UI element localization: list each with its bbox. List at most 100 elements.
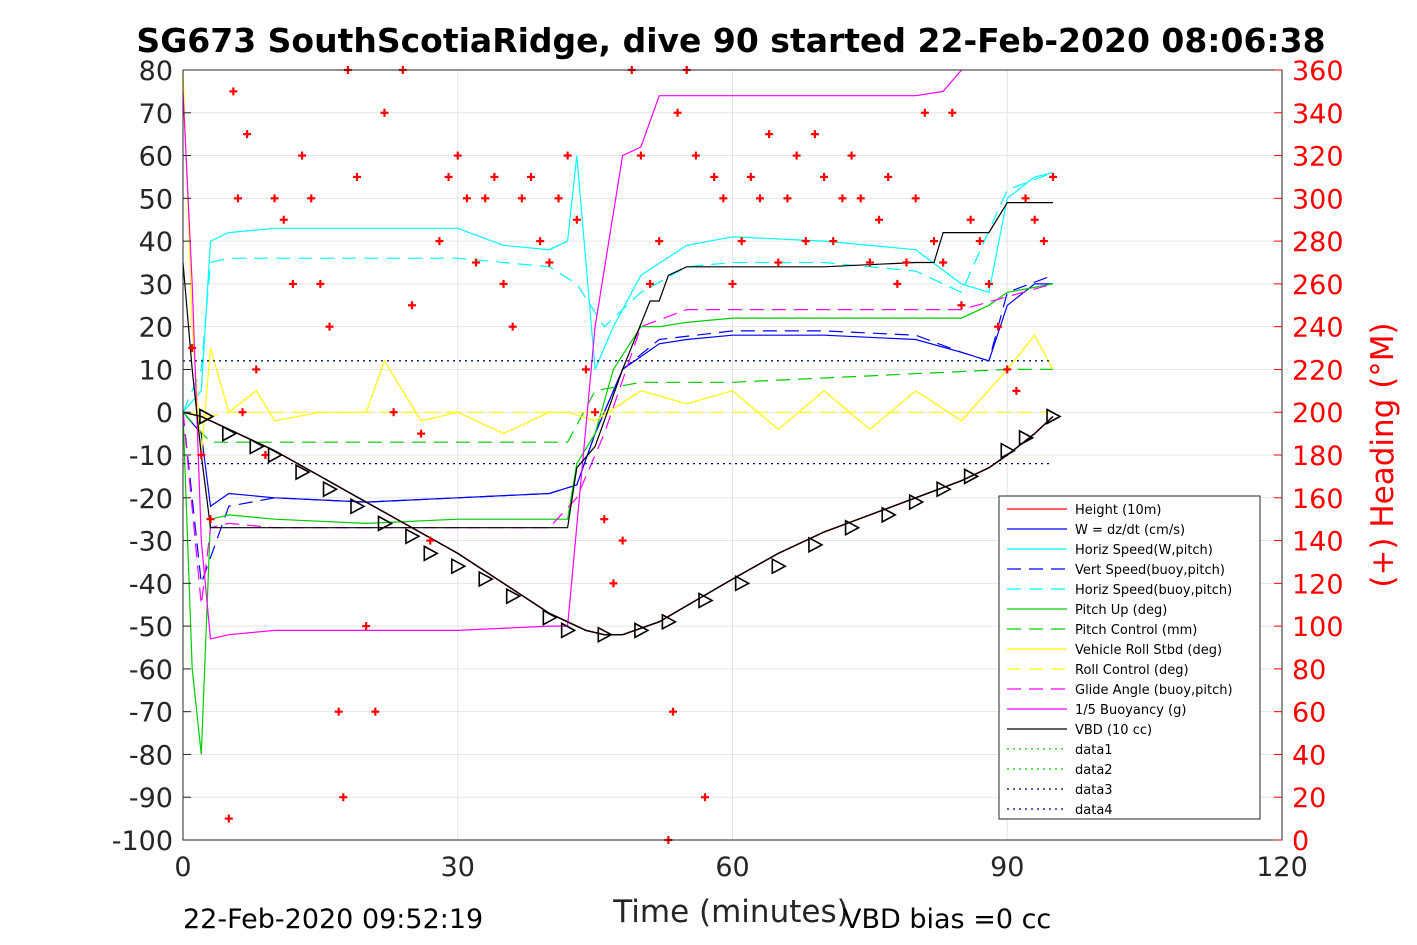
depth-marker — [844, 519, 861, 537]
footer-timestamp: 22-Feb-2020 09:52:19 — [183, 904, 483, 935]
heading-marker — [238, 408, 247, 417]
heading-marker — [865, 258, 874, 267]
depth-marker — [1046, 408, 1062, 425]
legend-label: Roll Control (deg) — [1075, 663, 1189, 678]
heading-marker — [755, 194, 764, 203]
heading-marker — [279, 215, 288, 224]
heading-marker — [572, 215, 581, 224]
heading-marker — [673, 108, 682, 117]
heading-marker — [856, 194, 865, 203]
y-tick-label: -50 — [129, 612, 173, 643]
heading-marker — [929, 237, 938, 246]
heading-marker — [462, 194, 471, 203]
y-tick-label: 60 — [139, 142, 173, 173]
footer-vbd-bias: VBD bias =0 cc — [843, 904, 1051, 935]
heading-marker — [774, 258, 783, 267]
heading-marker — [783, 194, 792, 203]
y-tick-label: -40 — [129, 569, 173, 600]
heading-marker — [206, 515, 215, 524]
heading-marker — [453, 151, 462, 160]
heading-marker — [334, 707, 343, 716]
heading-marker — [1039, 237, 1048, 246]
depth-marker — [221, 425, 238, 442]
heading-marker — [1003, 365, 1012, 374]
depth-marker — [249, 438, 265, 455]
depth-marker — [661, 613, 678, 631]
heading-marker — [646, 279, 655, 288]
legend-label: W = dz/dt (cm/s) — [1075, 523, 1185, 538]
heading-marker — [847, 151, 856, 160]
heading-marker — [426, 536, 435, 545]
heading-marker — [545, 258, 554, 267]
y2-tick-label: 320 — [1292, 142, 1344, 173]
heading-marker — [618, 536, 627, 545]
heading-marker — [499, 279, 508, 288]
depth-marker — [597, 626, 613, 644]
heading-marker — [792, 151, 801, 160]
heading-marker — [389, 408, 398, 417]
legend-label: Pitch Control (mm) — [1075, 623, 1197, 638]
legend-label: Height (10m) — [1075, 503, 1161, 518]
y-tick-label: -10 — [129, 441, 173, 472]
heading-marker — [380, 108, 389, 117]
heading-marker — [975, 237, 984, 246]
heading-marker — [710, 172, 719, 181]
heading-marker — [984, 279, 993, 288]
depth-marker — [771, 557, 787, 575]
heading-marker — [472, 258, 481, 267]
series-line — [182, 283, 1054, 755]
heading-marker — [994, 322, 1003, 331]
legend-label: 1/5 Buoyancy (g) — [1075, 703, 1186, 718]
legend-label: Vehicle Roll Stbd (deg) — [1075, 643, 1222, 658]
series-line — [182, 283, 1054, 605]
heading-marker — [966, 215, 975, 224]
depth-marker — [634, 622, 650, 639]
y-tick-label: -70 — [129, 698, 173, 729]
y-tick-label: -30 — [129, 527, 173, 558]
heading-marker — [609, 579, 618, 588]
series-line — [182, 274, 1054, 584]
depth-marker — [350, 497, 366, 515]
heading-marker — [838, 194, 847, 203]
chart-title: SG673 SouthScotiaRidge, dive 90 started … — [136, 21, 1325, 60]
depth-marker — [908, 493, 925, 511]
y2-tick-label: 180 — [1292, 441, 1344, 472]
depth-marker — [963, 468, 980, 485]
heading-marker — [517, 194, 526, 203]
x-tick-label: 120 — [1256, 852, 1308, 883]
legend-label: data3 — [1075, 783, 1113, 798]
legend: Height (10m) W = dz/dt (cm/s) Horiz Speed(… — [998, 495, 1261, 820]
y2-tick-label: 300 — [1292, 184, 1344, 215]
heading-marker — [765, 130, 774, 139]
heading-marker — [581, 365, 590, 374]
heading-marker — [435, 237, 444, 246]
depth-marker — [450, 557, 467, 575]
heading-marker — [829, 237, 838, 246]
y2-tick-label: 260 — [1292, 270, 1344, 301]
depth-trace — [182, 411, 1054, 636]
heading-marker — [362, 622, 371, 631]
y2-tick-label: 60 — [1292, 698, 1326, 729]
depth-marker — [734, 574, 751, 592]
heading-marker — [197, 451, 206, 459]
legend-label: Horiz Speed(W,pitch) — [1075, 543, 1213, 558]
heading-marker — [554, 194, 563, 203]
y2-tick-label: 200 — [1292, 398, 1344, 429]
y-tick-label: 70 — [139, 99, 173, 130]
y2-tick-label: 20 — [1292, 783, 1326, 814]
heading-marker — [481, 194, 490, 203]
legend-label: Glide Angle (buoy,pitch) — [1075, 683, 1233, 698]
y2-axis-label: (+) Heading (°M) — [1365, 322, 1401, 587]
y2-tick-label: 220 — [1292, 355, 1344, 386]
heading-marker — [316, 279, 325, 288]
heading-marker — [893, 279, 902, 288]
depth-marker — [295, 463, 311, 481]
depth-marker — [423, 545, 439, 562]
legend-label: Vert Speed(buoy,pitch) — [1075, 563, 1225, 578]
series-line — [182, 202, 1053, 529]
heading-marker — [948, 108, 957, 117]
legend-box — [998, 495, 1261, 820]
heading-marker — [801, 237, 810, 246]
y2-tick-label: 360 — [1292, 56, 1344, 87]
